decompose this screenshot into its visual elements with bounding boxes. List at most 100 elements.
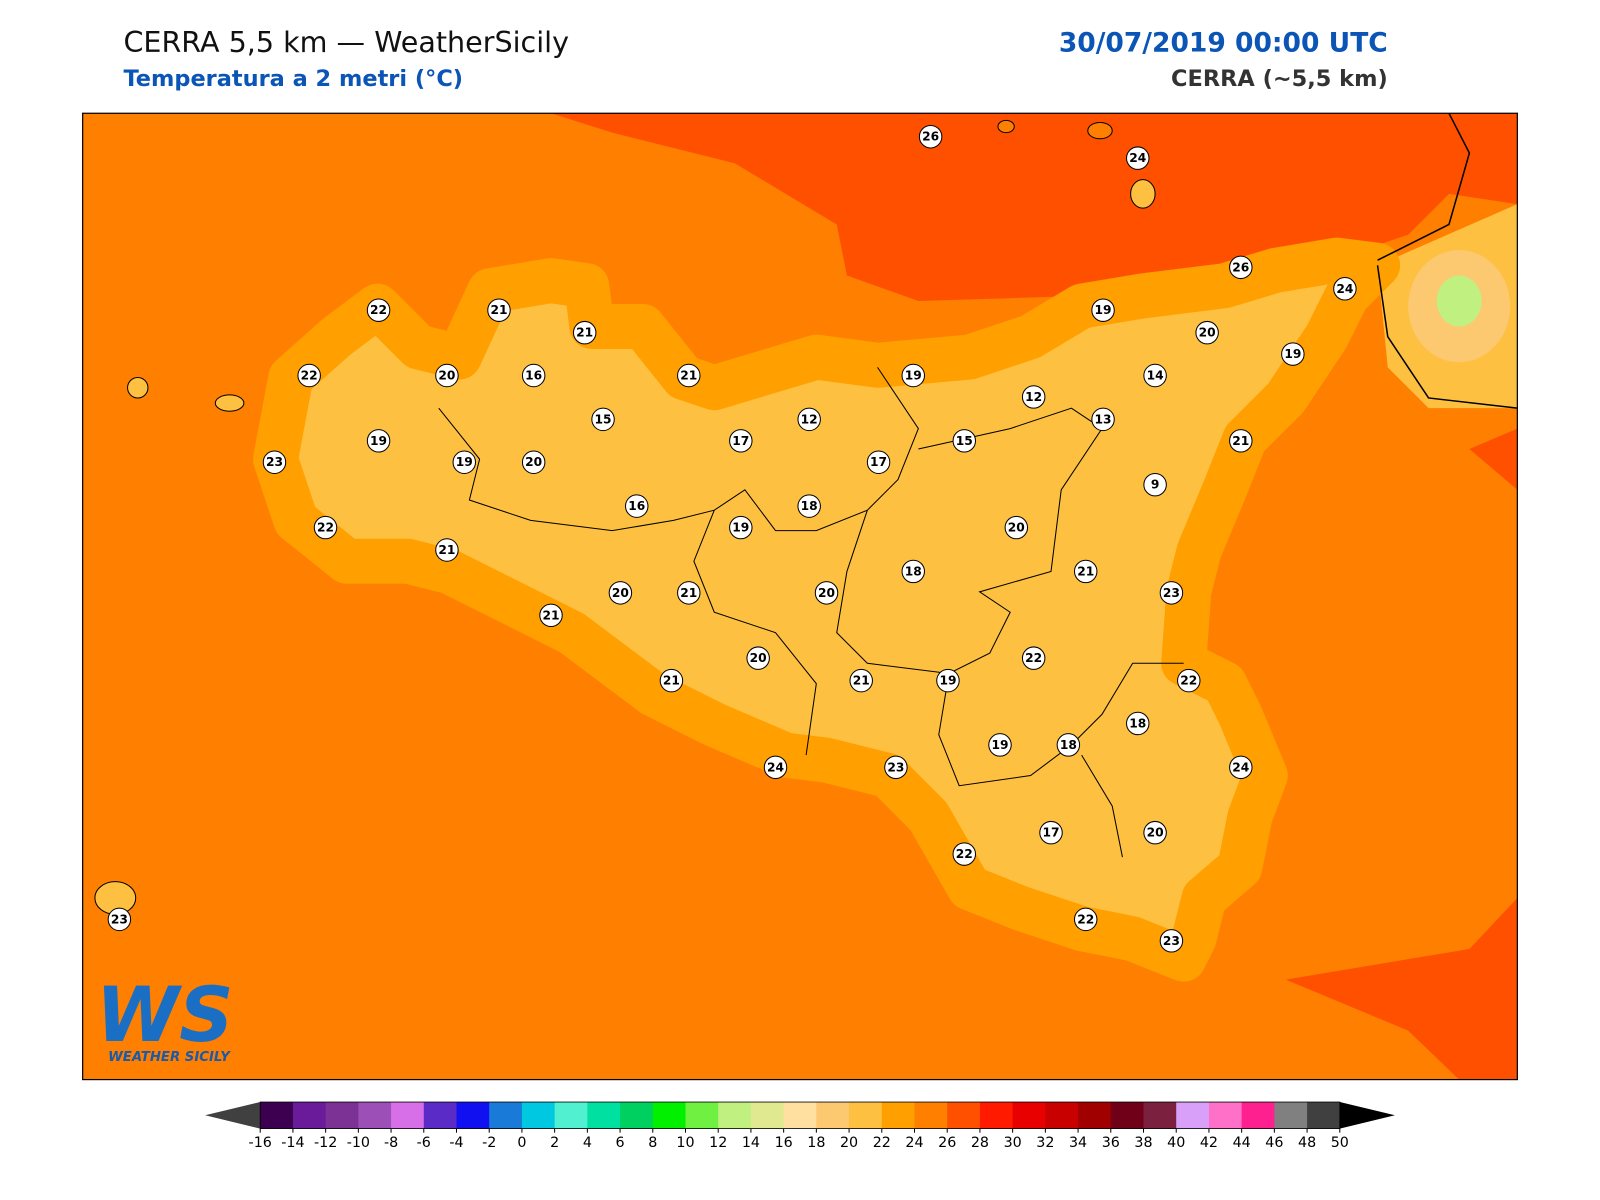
colorbar-tick-label: 18	[807, 1135, 825, 1151]
colorbar-tick-label: 44	[1233, 1135, 1251, 1151]
station-marker	[729, 515, 753, 540]
colorbar-swatch	[1307, 1102, 1341, 1129]
station-marker	[659, 668, 684, 693]
station-value: 20	[818, 586, 835, 600]
colorbar-tick-label: 30	[1004, 1135, 1022, 1151]
station-marker	[1177, 668, 1201, 693]
station-marker	[1281, 342, 1305, 366]
station-value: 21	[490, 303, 507, 317]
colorbar-tick-label: 32	[1036, 1135, 1054, 1151]
station-marker	[1229, 255, 1253, 280]
station-marker	[107, 907, 132, 932]
colorbar-swatch	[1208, 1102, 1243, 1129]
station-value: 26	[1232, 260, 1249, 274]
station-value: 21	[680, 586, 697, 600]
colorbar-swatch	[685, 1102, 719, 1129]
colorbar-tick-label: 6	[616, 1135, 625, 1151]
island	[997, 119, 1015, 134]
station-marker	[1143, 363, 1167, 388]
coastline	[1377, 113, 1471, 261]
station-value: 22	[1180, 674, 1197, 688]
colorbar-swatch	[325, 1102, 359, 1129]
station-marker	[608, 581, 633, 605]
station-marker	[313, 515, 338, 540]
island	[127, 377, 149, 399]
stations: 26 24 26 24 22 21 21 19 20 19 22 20 16 21 19 14 12 15 12 13…	[107, 125, 1357, 953]
station-value: 14	[1147, 369, 1164, 383]
station-marker	[1073, 559, 1098, 584]
station-marker	[297, 363, 321, 388]
station-value: 21	[1077, 564, 1094, 578]
colorbar-swatch	[750, 1102, 785, 1129]
colorbar-swatch	[1241, 1102, 1275, 1129]
station-marker	[435, 363, 459, 388]
station-value: 19	[1284, 347, 1301, 361]
colorbar-tick-label: 46	[1265, 1135, 1283, 1151]
station-value: 17	[732, 434, 749, 448]
colorbar-swatch	[849, 1102, 883, 1129]
station-value: 15	[595, 412, 612, 426]
station-marker	[797, 407, 821, 432]
colorbar-swatch	[521, 1102, 556, 1129]
colorbar-swatch	[456, 1102, 490, 1129]
colorbar-tick-label: 4	[583, 1135, 592, 1151]
station-value: 19	[732, 521, 749, 535]
station-marker	[814, 581, 839, 605]
colorbar-swatch	[587, 1102, 621, 1129]
station-marker	[591, 407, 615, 432]
station-marker	[572, 320, 597, 345]
station-marker	[366, 429, 391, 453]
colorbar-swatch	[652, 1102, 687, 1129]
station-value: 21	[438, 543, 455, 557]
station-value: 18	[801, 499, 818, 513]
model-label: CERRA (~5,5 km)	[1171, 66, 1388, 92]
colorbar-tick-label: -14	[281, 1135, 304, 1151]
colorbar-swatch	[1110, 1102, 1145, 1129]
colorbar-swatch	[1176, 1102, 1210, 1129]
station-value: 20	[438, 369, 455, 383]
calabria-field	[1436, 275, 1482, 327]
station-value: 22	[301, 369, 318, 383]
station-marker	[1021, 646, 1046, 670]
colorbar-swatch	[292, 1102, 327, 1129]
station-value: 20	[750, 651, 767, 665]
station-value: 12	[801, 412, 818, 426]
station-value: 20	[525, 455, 542, 469]
colorbar-swatch	[554, 1102, 588, 1129]
station-marker	[366, 298, 391, 322]
warm-zone	[1285, 428, 1518, 1080]
station-value: 21	[1232, 434, 1249, 448]
station-value: 18	[1060, 738, 1077, 752]
colorbar-tick-label: 20	[840, 1135, 858, 1151]
colorbar-tick-label: 38	[1134, 1135, 1152, 1151]
station-marker	[952, 429, 977, 453]
station-value: 26	[922, 130, 939, 144]
station-marker	[677, 363, 701, 388]
station-value: 21	[853, 674, 870, 688]
station-value: 20	[1199, 326, 1216, 340]
station-value: 20	[612, 586, 629, 600]
station-marker	[918, 125, 943, 149]
colorbar-tick-label: -4	[449, 1135, 463, 1151]
station-marker	[1004, 515, 1029, 540]
colorbar-tick-label: 22	[873, 1135, 891, 1151]
station-value: 17	[1043, 826, 1060, 840]
station-value: 15	[956, 434, 973, 448]
logo-text: WEATHER SICILY	[108, 1050, 231, 1065]
colorbar-tick-label: -16	[249, 1135, 272, 1151]
station-marker	[952, 842, 977, 866]
colorbar-tick-label: 2	[550, 1135, 559, 1151]
colorbar-swatch	[620, 1102, 654, 1129]
colorbar-swatch	[947, 1102, 981, 1129]
station-marker	[729, 429, 753, 453]
station-value: 21	[576, 326, 593, 340]
station-value: 19	[905, 369, 922, 383]
station-marker	[521, 363, 546, 388]
station-marker	[1159, 929, 1184, 953]
colorbar-tick-label: -8	[384, 1135, 398, 1151]
colorbar-swatch	[260, 1102, 294, 1129]
station-value: 23	[1163, 586, 1180, 600]
colorbar-tick-label: 0	[517, 1135, 526, 1151]
station-value: 16	[525, 369, 542, 383]
